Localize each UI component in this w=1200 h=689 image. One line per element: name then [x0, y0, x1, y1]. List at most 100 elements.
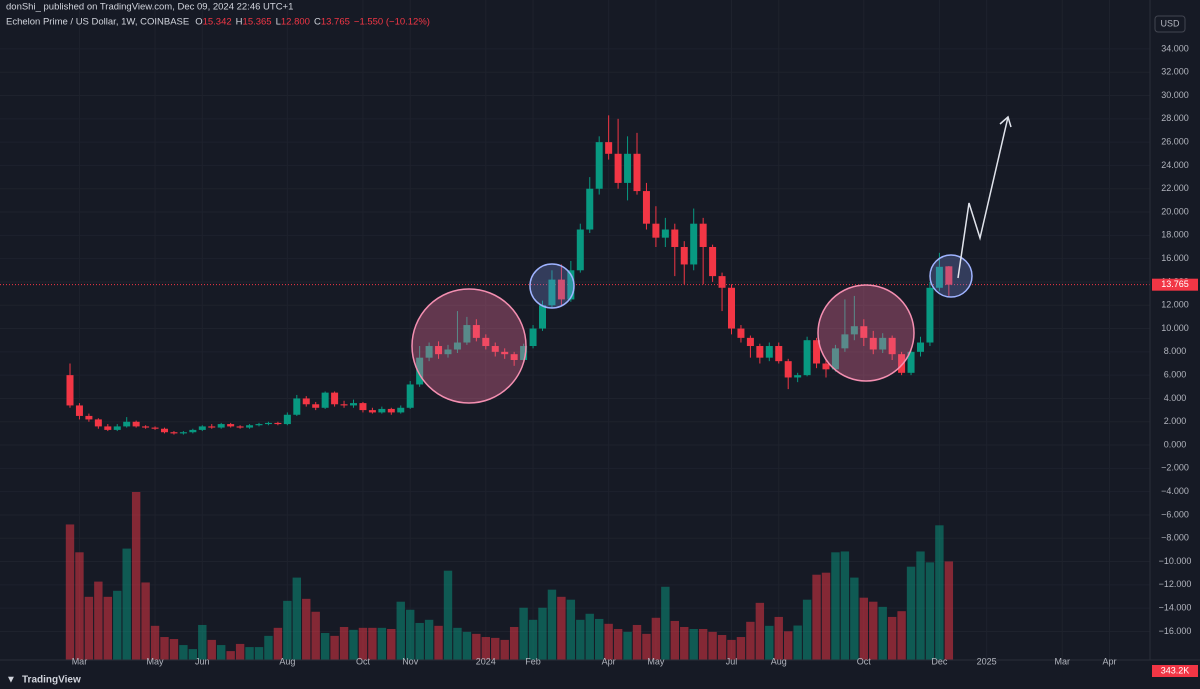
legend-value: 15.342: [203, 17, 232, 28]
y-tick-label: −10.000: [1159, 556, 1192, 566]
volume-bar: [415, 622, 424, 660]
candle-body: [397, 407, 405, 413]
candle-body: [586, 188, 594, 230]
volume-bar: [75, 552, 84, 660]
candle-body: [869, 337, 877, 350]
candle-body: [274, 422, 282, 425]
projection-arrow: [957, 116, 1009, 279]
volume-bar: [547, 589, 557, 660]
legend-value: 15.365: [243, 17, 272, 28]
volume-bar: [320, 633, 330, 660]
volume-bar: [330, 635, 339, 660]
x-tick-label: Mar: [72, 656, 88, 666]
candle-body: [652, 223, 660, 238]
y-tick-label: −14.000: [1159, 603, 1192, 613]
volume-bar: [538, 607, 547, 660]
volume-bar: [217, 645, 226, 660]
legend-change: −1.550 (−10.12%): [354, 17, 430, 28]
volume-bar: [632, 624, 642, 660]
candle-body: [567, 270, 575, 300]
volume-bar: [925, 562, 935, 660]
candle-body: [312, 404, 320, 408]
volume-bar: [698, 628, 708, 660]
volume-bar: [169, 639, 179, 660]
candle-body: [104, 426, 112, 430]
volume-bar: [131, 492, 141, 660]
x-tick-label: Apr: [1102, 656, 1116, 666]
candle-body: [926, 287, 934, 343]
legend-key: C: [314, 17, 321, 28]
candle-body: [803, 340, 811, 376]
candle-body: [605, 142, 613, 154]
x-tick-label: Oct: [356, 656, 371, 666]
volume-bar: [283, 600, 292, 660]
volume-bar: [821, 572, 831, 660]
volume-bar: [906, 566, 916, 660]
y-tick-label: −6.000: [1161, 509, 1189, 519]
y-tick-label: 24.000: [1161, 160, 1189, 170]
x-tick-label: Oct: [857, 656, 872, 666]
volume-bar: [793, 625, 802, 660]
candle-body: [822, 363, 830, 370]
currency-label[interactable]: USD: [1160, 18, 1180, 28]
volume-bar: [406, 609, 415, 660]
y-tick-label: −12.000: [1159, 579, 1192, 589]
candle-body: [614, 153, 622, 183]
currency-button[interactable]: [1154, 15, 1186, 33]
candle-body: [935, 266, 943, 288]
volume-bar: [245, 647, 254, 660]
symbol-title: Echelon Prime / US Dollar, 1W, COINBASE: [6, 17, 189, 28]
candle-body: [690, 223, 698, 265]
candle-body: [624, 153, 632, 183]
y-tick-label: −4.000: [1161, 486, 1189, 496]
y-tick-label: 16.000: [1161, 253, 1189, 263]
candle-body: [378, 408, 386, 413]
y-tick-label: 10.000: [1161, 323, 1189, 333]
candle-body: [198, 426, 206, 430]
candle-body: [246, 425, 254, 428]
candle-body: [576, 229, 584, 271]
volume-bar: [802, 599, 812, 660]
candle-body: [179, 432, 187, 434]
candle-body: [633, 153, 641, 192]
volume-bar: [746, 621, 755, 660]
volume-bar: [84, 596, 94, 660]
volume-bar: [377, 627, 387, 660]
candle-body: [161, 428, 168, 433]
grid: [0, 284, 1150, 286]
legend-value: 13.765: [321, 17, 350, 28]
volume-bar: [453, 627, 462, 660]
arrow-head: [999, 115, 1012, 128]
candle-body: [728, 287, 735, 329]
volume-bar: [150, 625, 160, 660]
candle-body: [813, 340, 821, 364]
candle-body: [784, 361, 792, 378]
highlight-circle: [529, 263, 575, 309]
volume-bar: [623, 631, 632, 660]
candle-body: [699, 223, 707, 247]
volume-bar: [302, 598, 311, 660]
candle-body: [548, 279, 556, 306]
x-tick-label: Aug: [279, 656, 295, 666]
x-tick-label: Apr: [602, 656, 616, 666]
volume-bar: [576, 619, 585, 660]
legend-value: 12.800: [281, 17, 310, 28]
volume-bar: [557, 596, 566, 660]
y-tick-label: 2.000: [1164, 416, 1187, 426]
y-tick-label: 34.000: [1161, 43, 1189, 53]
volume-bar: [840, 551, 850, 660]
candle-body: [302, 398, 310, 405]
volume-label: 343.2K: [1161, 665, 1190, 675]
candle-body: [888, 337, 896, 355]
y-tick-label: 0.000: [1164, 439, 1187, 449]
volume-bar: [717, 635, 727, 660]
x-tick-label: 2024: [476, 656, 496, 666]
volume-bar: [831, 552, 840, 660]
y-tick-label: 22.000: [1161, 183, 1189, 193]
volume-bar: [349, 629, 358, 660]
volume-bar: [339, 626, 349, 660]
volume-bar: [765, 625, 774, 660]
candle-body: [879, 337, 887, 350]
candle-body: [482, 337, 490, 347]
volume-bar: [491, 637, 500, 660]
